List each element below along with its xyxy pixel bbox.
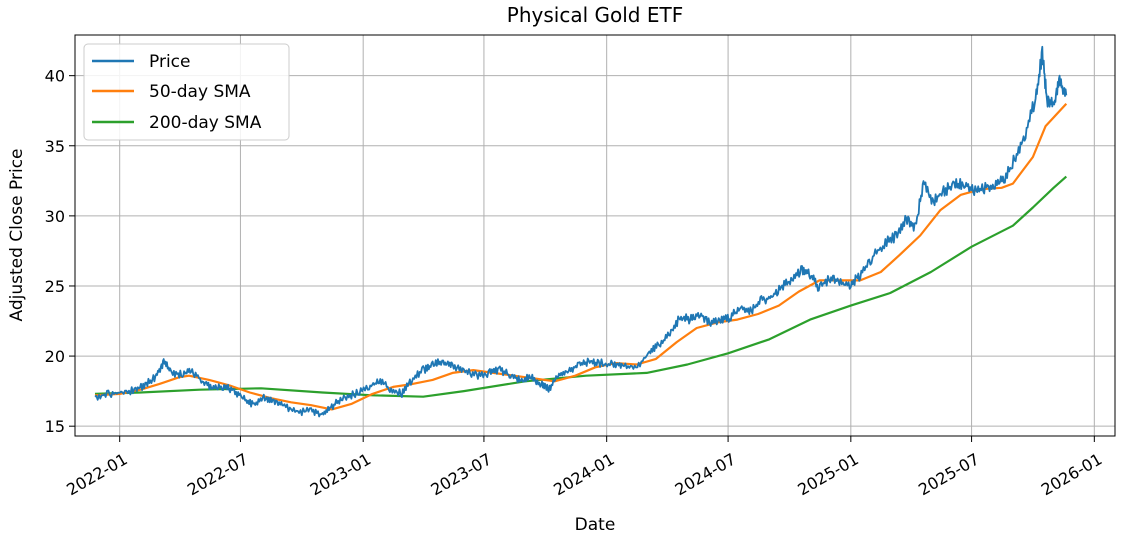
series-layer: [94, 45, 1068, 418]
x-tick-label: 2024-01: [550, 449, 617, 499]
legend-box: [83, 43, 290, 141]
y-tick-label: 25: [45, 277, 65, 296]
y-axis: 15 20 25 30 35 40: [45, 67, 75, 436]
y-tick-label: 35: [45, 137, 65, 156]
y-axis-label: Adjusted Close Price: [7, 149, 27, 322]
x-tick-label: 2023-01: [307, 449, 374, 499]
y-tick-label: 15: [45, 417, 65, 436]
x-tick-label: 2023-07: [428, 449, 495, 499]
chart-title: Physical Gold ETF: [507, 3, 683, 27]
legend-label-200-day-sma: 200-day SMA: [149, 113, 262, 133]
x-tick-label: 2024-07: [672, 449, 739, 499]
x-tick-label: 2026-01: [1038, 449, 1105, 499]
y-tick-label: 30: [45, 207, 65, 226]
legend: Price 50-day SMA 200-day SMA: [83, 43, 290, 141]
x-tick-label: 2025-01: [794, 449, 861, 499]
x-axis: 2022-01 2022-07 2023-01 2023-07 2024-01 2024-…: [63, 436, 1105, 499]
y-tick-label: 40: [45, 67, 65, 86]
x-tick-label: 2022-01: [63, 449, 130, 499]
y-tick-label: 20: [45, 347, 65, 366]
x-tick-label: 2022-07: [184, 449, 251, 499]
x-axis-label: Date: [575, 515, 616, 535]
x-tick-label: 2025-07: [915, 449, 982, 499]
series-line-200-day-sma: [94, 175, 1068, 398]
series-line-50-day-sma: [94, 102, 1068, 411]
legend-label-price: Price: [149, 52, 190, 72]
series-line-price: [94, 45, 1068, 418]
plot-frame: [74, 34, 1116, 437]
grid-lines: [75, 35, 1115, 436]
legend-label-50-day-sma: 50-day SMA: [149, 82, 251, 102]
